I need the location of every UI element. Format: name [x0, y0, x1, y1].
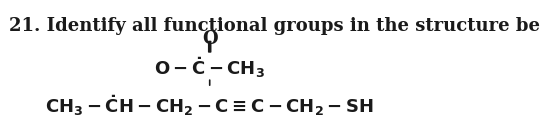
Text: $\mathbf{O-\dot{C}-CH_3}$: $\mathbf{O-\dot{C}-CH_3}$ — [154, 56, 265, 80]
Text: 21. Identify all functional groups in the structure below:: 21. Identify all functional groups in th… — [9, 17, 540, 35]
Text: $\mathbf{CH_3-\dot{C}H-CH_2-C{\equiv}C-CH_2-SH}$: $\mathbf{CH_3-\dot{C}H-CH_2-C{\equiv}C-C… — [45, 93, 374, 118]
Text: O: O — [202, 30, 218, 48]
